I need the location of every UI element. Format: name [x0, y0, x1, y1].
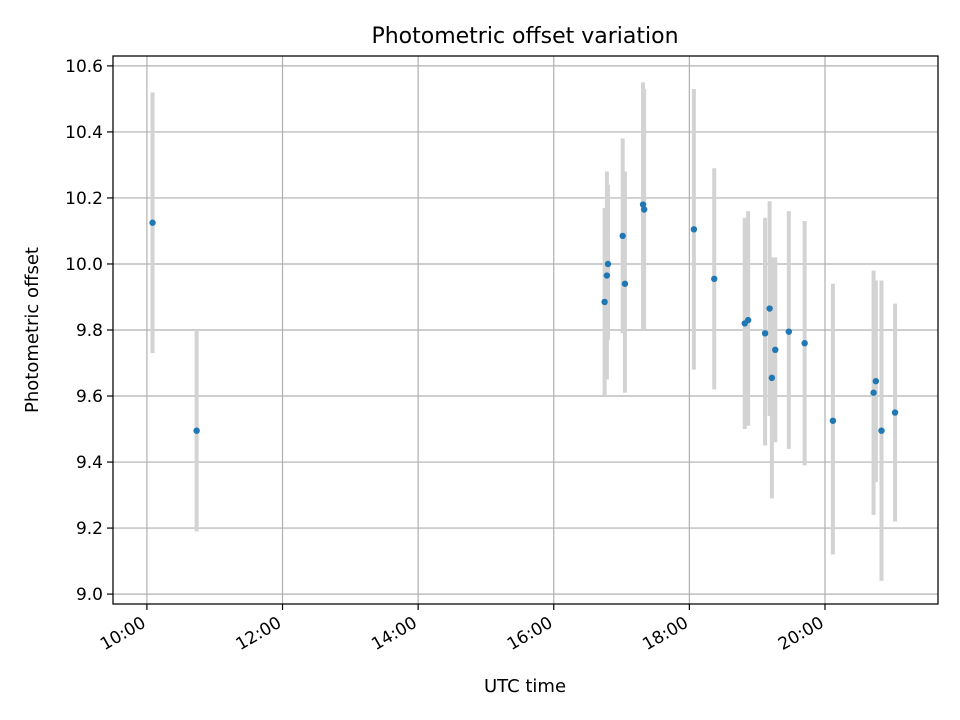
data-point	[878, 427, 885, 434]
y-axis-label: Photometric offset	[22, 247, 43, 413]
y-tick-label: 10.0	[65, 255, 103, 275]
y-tick-label: 10.6	[65, 57, 103, 77]
y-tick-label: 9.8	[76, 321, 103, 341]
data-point	[772, 346, 779, 354]
data-point	[149, 219, 156, 226]
y-tick-label: 10.2	[65, 189, 103, 209]
data-points	[149, 201, 899, 434]
data-point	[766, 305, 773, 312]
data-point	[603, 272, 611, 279]
y-tick-label: 9.0	[76, 585, 103, 605]
data-point	[193, 427, 200, 434]
data-point	[891, 409, 899, 416]
data-point	[872, 377, 880, 385]
data-point	[711, 275, 718, 283]
data-point	[690, 226, 698, 233]
data-point	[801, 340, 808, 347]
data-point	[621, 280, 629, 287]
grid	[113, 56, 938, 604]
data-point	[640, 206, 648, 213]
data-point	[768, 374, 776, 382]
x-axis-label: UTC time	[484, 676, 566, 697]
data-point	[785, 328, 793, 335]
data-point	[604, 260, 612, 268]
data-point	[829, 417, 837, 424]
data-point	[744, 316, 752, 324]
data-point	[870, 389, 877, 396]
data-point	[601, 298, 608, 306]
chart-title: Photometric offset variation	[371, 24, 678, 49]
data-point	[639, 201, 647, 208]
data-point	[619, 232, 626, 240]
y-tick-label: 10.4	[65, 123, 103, 143]
y-tick-label: 9.2	[76, 519, 103, 539]
data-point	[761, 330, 769, 337]
y-tick-label: 9.4	[76, 453, 103, 473]
y-axis: 9.0 9.2 9.4 9.6 9.8 10.0 10.2 10.4 10.6	[65, 57, 113, 605]
y-tick-label: 9.6	[76, 387, 103, 407]
